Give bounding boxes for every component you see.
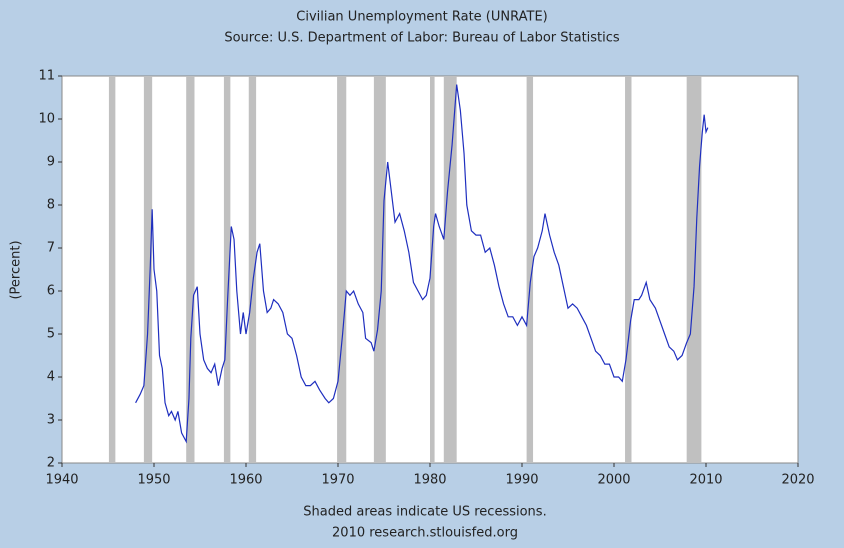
- chart-subtitle: Source: U.S. Department of Labor: Bureau…: [224, 31, 620, 46]
- y-tick-label: 2: [47, 456, 55, 471]
- y-tick-label: 4: [47, 370, 55, 385]
- y-axis-label: (Percent): [9, 240, 24, 299]
- chart-title: Civilian Unemployment Rate (UNRATE): [296, 10, 547, 25]
- y-tick-label: 10: [38, 112, 55, 127]
- source: 2010 research.stlouisfed.org: [332, 526, 518, 541]
- y-tick-label: 3: [47, 413, 55, 428]
- y-tick-label: 6: [47, 284, 55, 299]
- recession-band: [430, 76, 435, 463]
- y-tick-label: 8: [47, 198, 55, 213]
- data-line: [135, 84, 709, 444]
- recession-band: [186, 76, 195, 463]
- x-tick-label: 1990: [505, 473, 538, 488]
- recession-band: [443, 76, 457, 463]
- x-tick-label: 1950: [137, 473, 170, 488]
- recession-band: [248, 76, 257, 463]
- x-tick-label: 2020: [781, 473, 814, 488]
- y-tick-label: 11: [38, 69, 55, 84]
- recession-band: [526, 76, 534, 463]
- recession-band: [108, 76, 116, 463]
- y-tick-label: 9: [47, 155, 55, 170]
- x-tick-label: 2000: [597, 473, 630, 488]
- x-tick-label: 1960: [229, 473, 262, 488]
- recession-band: [625, 76, 632, 463]
- recession-band: [686, 76, 702, 463]
- recession-band: [223, 76, 231, 463]
- x-tick-label: 1970: [321, 473, 354, 488]
- y-tick-label: 7: [47, 241, 55, 256]
- recession-band: [373, 76, 386, 463]
- recession-band: [337, 76, 347, 463]
- recession-band: [143, 76, 153, 463]
- footnote: Shaded areas indicate US recessions.: [303, 505, 546, 520]
- y-tick-label: 5: [47, 327, 55, 342]
- x-tick-label: 2010: [689, 473, 722, 488]
- x-tick-label: 1980: [413, 473, 446, 488]
- x-tick-label: 1940: [45, 473, 78, 488]
